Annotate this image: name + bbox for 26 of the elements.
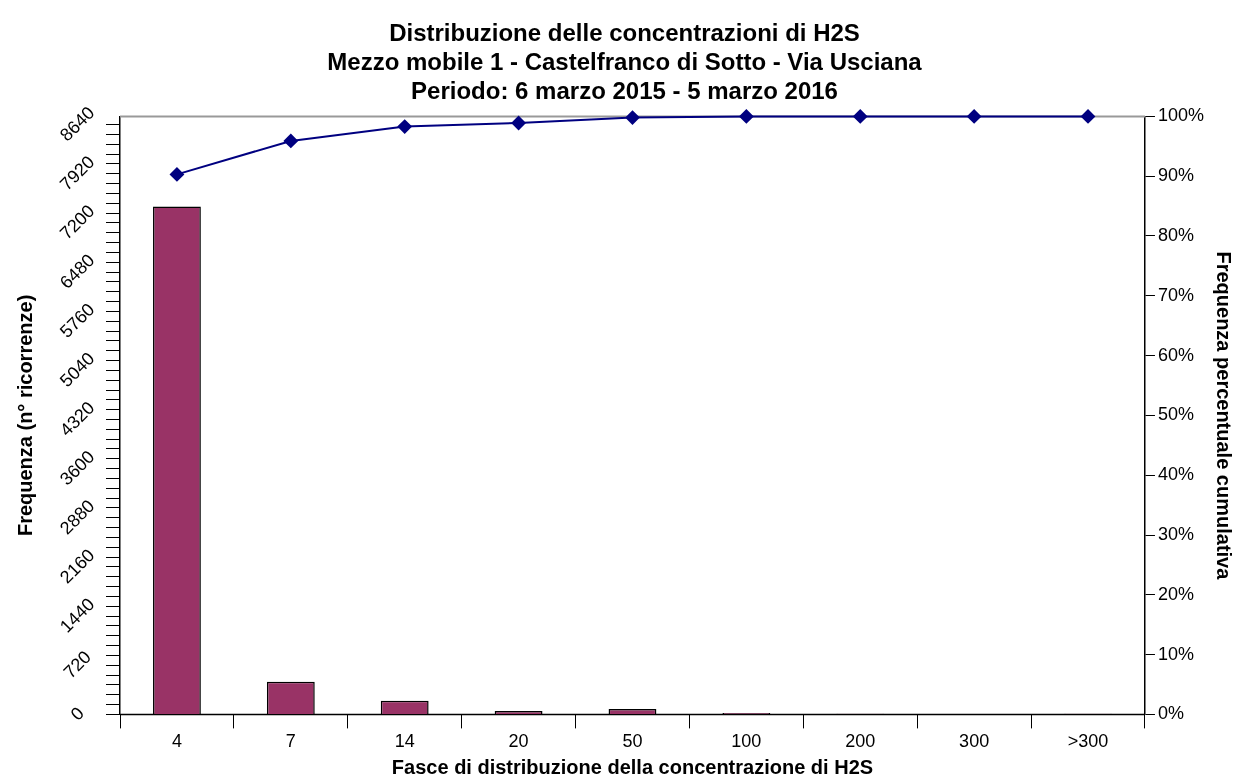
y2-tick-label: 60% — [1157, 344, 1194, 365]
y2-tick-label: 20% — [1157, 583, 1194, 604]
y2-tick-label: 50% — [1157, 404, 1194, 425]
y2-tick-label: 80% — [1157, 224, 1194, 245]
chart-title: Distribuzione delle concentrazioni di H2S Mezzo mobile 1 - Castelfranco di Sotto - Via Usciana Periodo: 6 marzo 2015 - 5 marzo 2016 — [327, 19, 923, 104]
y2-tick-label: 40% — [1157, 464, 1194, 485]
y2-axis-title: Frequenza percentuale cumulativa — [1213, 251, 1236, 581]
y2-tick-label: 30% — [1157, 523, 1194, 544]
x-tick-label: 100 — [731, 731, 762, 752]
y2-tick-label: 10% — [1157, 643, 1194, 664]
y2-tick-label: 100% — [1157, 105, 1205, 126]
x-tick-label: 20 — [508, 731, 529, 752]
x-tick-label: 50 — [622, 731, 643, 752]
x-tick-label: 200 — [845, 731, 876, 752]
x-tick-label: >300 — [1067, 731, 1109, 752]
y-tick-label: 0 — [66, 703, 88, 725]
x-tick-label: 14 — [394, 731, 415, 752]
y2-tick-label: 0% — [1157, 703, 1184, 724]
y2-tick-label: 90% — [1157, 165, 1194, 186]
y-tick-label: 720 — [59, 646, 95, 683]
x-tick-label: 4 — [171, 731, 182, 752]
x-tick-label: 300 — [959, 731, 990, 752]
y-axis-title: Frequenza (n° ricorrenze) — [13, 294, 36, 537]
x-tick-label: 7 — [285, 731, 296, 752]
x-axis-title: Fasce di distribuzione della concentrazione di H2S — [391, 755, 874, 778]
y2-tick-label: 70% — [1157, 284, 1194, 305]
